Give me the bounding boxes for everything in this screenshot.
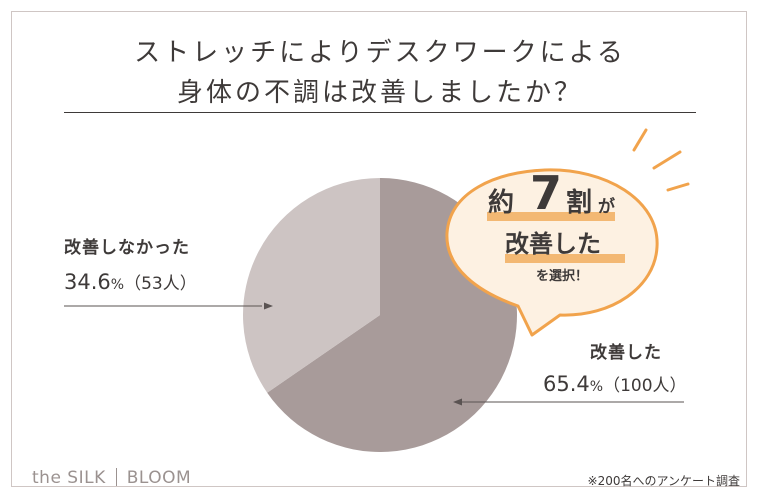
callout-bubble (445, 128, 690, 337)
title-divider (64, 112, 696, 113)
chart-title-line1: ストレッチによりデスクワークによる (134, 38, 626, 68)
slice-percent-improved: 65.4 (543, 372, 590, 396)
outer-frame (11, 11, 747, 487)
brand-separator (115, 468, 117, 486)
callout-highlight (487, 212, 615, 221)
callout-line2: 改善した (505, 230, 601, 258)
percent-unit: % (589, 379, 604, 395)
callout-highlight (505, 254, 625, 263)
slice-value-improved: 65.4%（100人） (543, 374, 687, 395)
callout-suffix: 割 (566, 188, 593, 218)
callout-line3: を選択！ (536, 269, 589, 284)
percent-unit: % (110, 277, 125, 293)
label-arrow-improved (453, 398, 684, 406)
sparkle-line (666, 182, 690, 192)
callout-prefix: 約 (488, 188, 515, 218)
pie-slice-not-improved (243, 178, 380, 393)
sparkle-line (632, 128, 648, 152)
callout-bubble-shape (445, 168, 659, 337)
slice-value-not-improved: 34.6%（53人） (64, 272, 197, 293)
survey-footnote: ※200名へのアンケート調査 (587, 474, 740, 488)
slice-label-improved: 改善した (590, 343, 662, 363)
chart-title-line2: 身体の不調は改善しましたか？ (176, 78, 583, 108)
slice-count-not-improved: （53人） (124, 274, 197, 294)
sparkle-line (652, 150, 682, 170)
slice-label-not-improved: 改善しなかった (64, 238, 190, 258)
label-arrow-not-improved (64, 302, 273, 310)
brand-right: BLOOM (126, 468, 192, 488)
slice-percent-not-improved: 34.6 (64, 270, 111, 294)
slice-count-improved: （100人） (603, 376, 687, 396)
brand-left: the SILK (32, 468, 106, 488)
brand-logo: the SILK BLOOM (32, 468, 191, 488)
callout-particle: が (598, 197, 615, 217)
callout-number: 7 (530, 166, 563, 220)
